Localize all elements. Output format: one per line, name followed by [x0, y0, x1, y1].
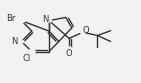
Circle shape	[67, 47, 72, 50]
Circle shape	[28, 50, 35, 54]
Text: Br: Br	[6, 14, 15, 23]
Circle shape	[19, 40, 24, 43]
Text: N: N	[42, 15, 48, 24]
Circle shape	[18, 19, 25, 23]
Text: O: O	[66, 49, 72, 58]
Text: Cl: Cl	[23, 54, 31, 63]
Circle shape	[81, 31, 85, 34]
Circle shape	[47, 19, 52, 22]
Text: O: O	[82, 26, 89, 35]
Text: N: N	[11, 37, 18, 46]
